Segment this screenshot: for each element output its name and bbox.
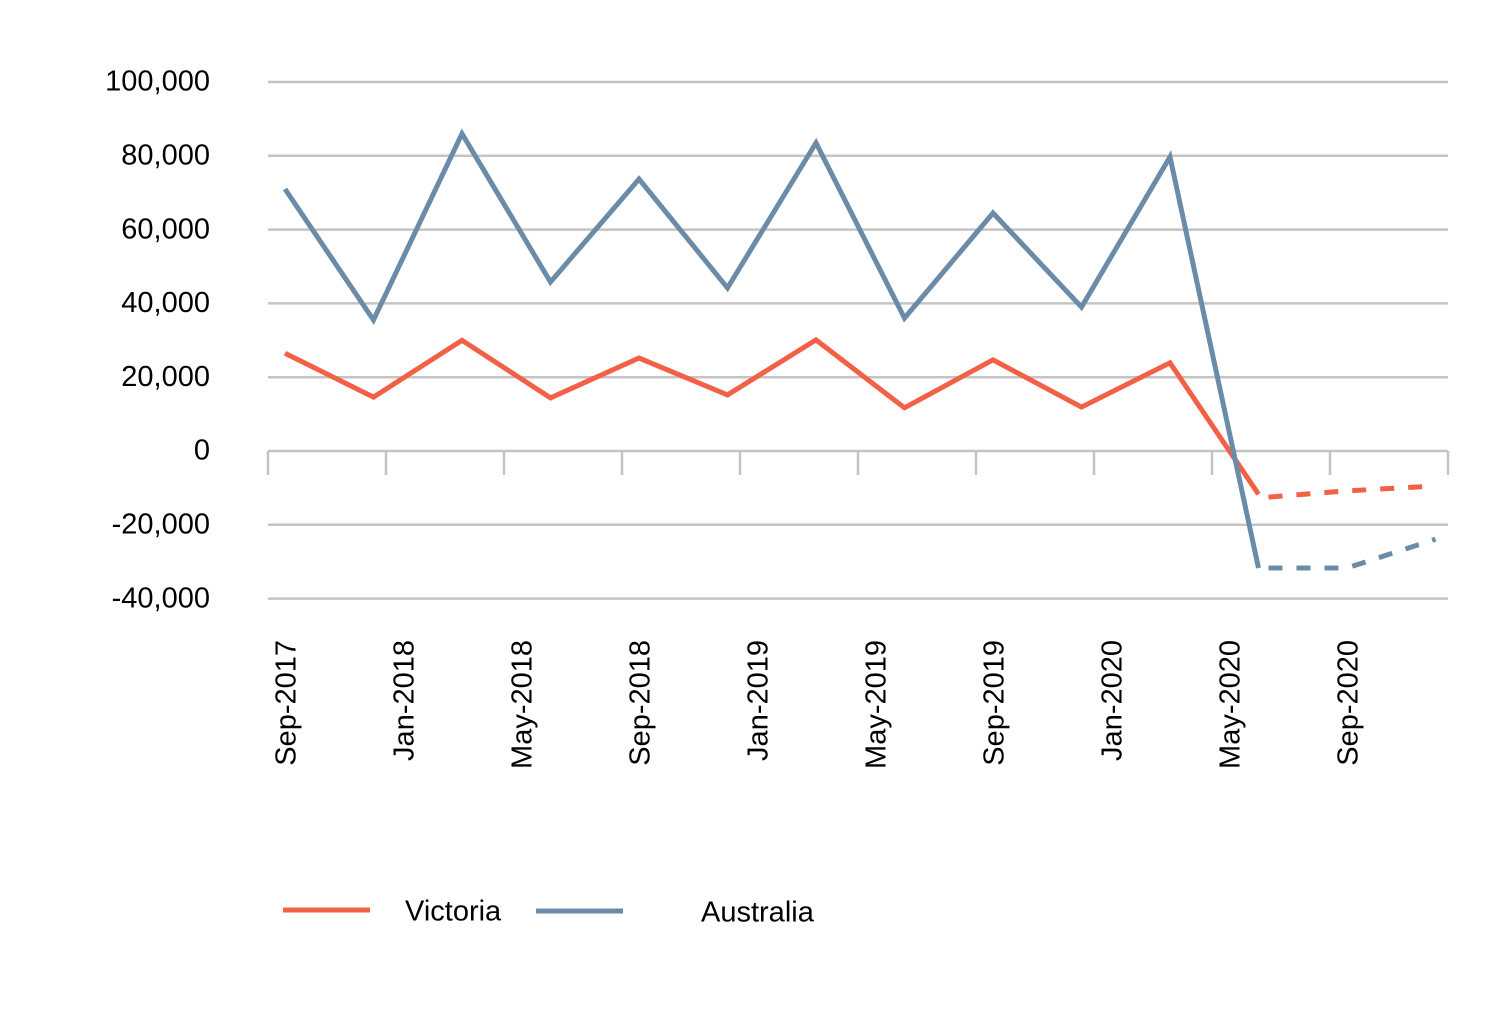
y-tick-label: 60,000	[121, 213, 210, 245]
gridlines	[268, 80, 1448, 600]
x-axis	[266, 449, 1450, 475]
y-axis-labels: 100,000 80,000 60,000 40,000 20,000 0 -20,000 -…	[105, 66, 210, 615]
x-tick-label: Sep-2017	[271, 640, 303, 766]
x-tick-label: May-2020	[1215, 640, 1247, 769]
series-layer	[282, 128, 1437, 571]
x-axis-labels: Sep-2017 Jan-2018 May-2018 Sep-2018 Jan-2019…	[271, 640, 1365, 769]
legend-label-australia: Australia	[701, 897, 815, 929]
y-tick-label: -20,000	[112, 508, 210, 540]
y-tick-label: 80,000	[121, 139, 210, 171]
legend: Victoria Australia	[283, 896, 815, 929]
legend-label-victoria: Victoria	[405, 896, 502, 928]
y-tick-label: 0	[194, 435, 210, 467]
y-tick-label: 20,000	[121, 361, 210, 393]
x-tick-label: May-2018	[507, 640, 539, 769]
legend-item-australia[interactable]: Australia	[536, 897, 815, 929]
legend-item-victoria[interactable]: Victoria	[283, 896, 502, 928]
series-forecast-victoria	[1268, 483, 1436, 500]
y-tick-label: -40,000	[112, 582, 210, 614]
x-tick-label: Jan-2019	[743, 640, 775, 761]
x-tick-label: Sep-2020	[1333, 640, 1365, 766]
x-tick-label: Sep-2019	[979, 640, 1011, 766]
y-tick-label: 100,000	[105, 66, 210, 98]
y-tick-label: 40,000	[121, 287, 210, 319]
x-tick-label: Jan-2018	[389, 640, 421, 761]
x-tick-label: Sep-2018	[625, 640, 657, 766]
x-tick-label: May-2019	[861, 640, 893, 769]
series-line-australia	[282, 128, 1261, 569]
series-forecast-australia	[1268, 536, 1437, 571]
x-tick-label: Jan-2020	[1097, 640, 1129, 761]
series-line-victoria	[283, 336, 1261, 496]
